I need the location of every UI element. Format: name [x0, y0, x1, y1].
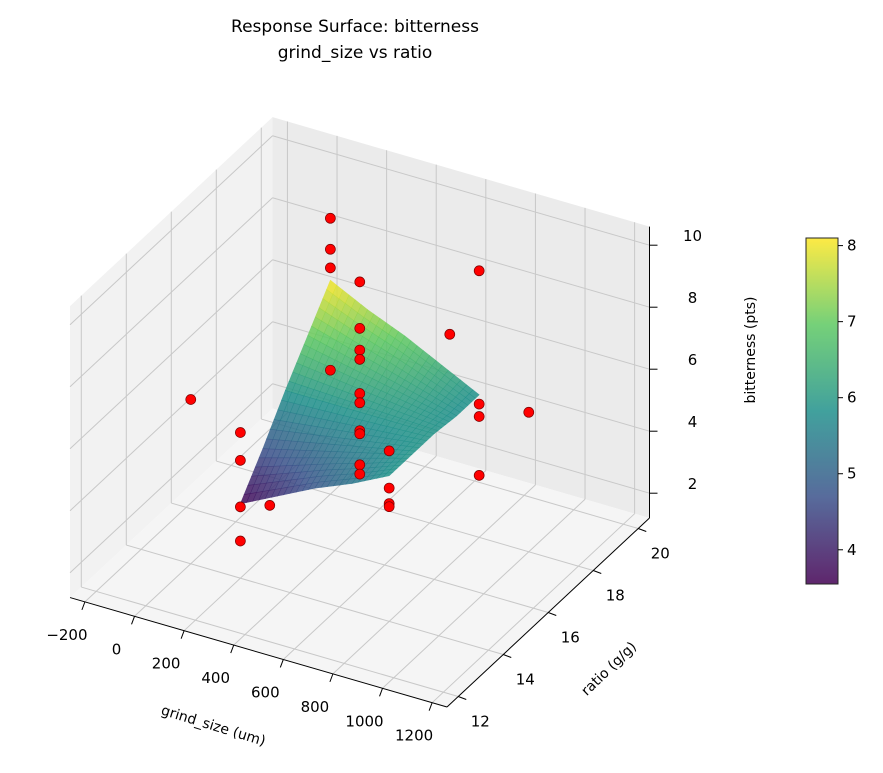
data-point: [383, 501, 395, 513]
x-tick: [180, 630, 185, 639]
z-tick-label: 4: [688, 413, 698, 431]
response-surface: [239, 279, 480, 505]
gridline-z: [69, 383, 273, 574]
x-axis-label: grind_size (um): [159, 703, 267, 750]
y-tick: [548, 612, 557, 616]
colorbar-tick-label: 7: [847, 313, 857, 331]
x-tick: [329, 673, 334, 683]
data-point: [354, 344, 366, 356]
y-tick-label: 20: [651, 545, 670, 563]
gridline-z: [272, 259, 650, 370]
z-tick-label: 2: [688, 475, 698, 493]
z-tick-label: 10: [683, 227, 702, 245]
data-point: [354, 323, 366, 334]
x-tick-label: 0: [112, 640, 122, 658]
data-point: [235, 501, 246, 513]
gridline-z: [69, 259, 273, 450]
data-point: [325, 262, 336, 274]
x-tick-label: 1200: [395, 727, 433, 745]
x-tick-label: 800: [301, 698, 330, 716]
surface-patch: [382, 471, 394, 478]
x-tick: [279, 659, 284, 668]
colorbar-tick-label: 6: [847, 389, 857, 407]
z-axis-label: bitterness (pts): [743, 297, 759, 404]
colorbar: 4 5 6 7 8: [805, 237, 857, 585]
data-point: [264, 500, 276, 511]
colorbar-gradient: [805, 237, 839, 585]
data-point: [325, 364, 336, 376]
gridline-z: [69, 321, 273, 512]
gridline-y: [171, 502, 549, 613]
data-point: [354, 428, 366, 440]
data-point: [383, 482, 395, 494]
x-tick: [379, 688, 383, 697]
y-tick: [503, 654, 512, 658]
data-point: [523, 406, 535, 418]
y-axis-label: ratio (g/g): [578, 639, 640, 699]
chart-subtitle: grind_size vs ratio: [278, 43, 432, 63]
data-point: [354, 468, 366, 480]
x-axis-line: [69, 597, 448, 708]
gridline-y: [81, 586, 459, 697]
gridline-z: [69, 197, 273, 388]
data-point: [473, 411, 485, 422]
z-tick-label: 6: [688, 351, 698, 369]
y-tick: [593, 570, 602, 574]
scatter-points: [185, 212, 535, 547]
y-tick-label: 14: [516, 671, 535, 689]
colorbar-tick-label: 5: [847, 465, 857, 483]
tick-labels: −200 0 200 400 600 800 1000 1200 12 14 16 18 20 2 4 6 8 1…: [46, 227, 702, 744]
x-tick: [131, 616, 135, 625]
x-tick: [428, 702, 433, 711]
data-point: [473, 265, 485, 277]
data-point: [325, 243, 336, 255]
z-tick-label: 8: [688, 289, 698, 307]
data-point: [473, 470, 485, 481]
x-tick: [81, 601, 86, 611]
data-point: [473, 398, 485, 410]
y-tick-label: 16: [561, 629, 580, 647]
data-point: [354, 397, 366, 409]
data-point: [383, 445, 395, 457]
gridline-z: [272, 197, 650, 308]
y-tick-label: 18: [606, 587, 625, 605]
data-point: [235, 427, 246, 438]
data-point: [354, 354, 366, 365]
x-tick-label: −200: [46, 626, 87, 644]
data-point: [444, 328, 456, 340]
y-tick: [638, 528, 647, 532]
gridline-y: [126, 544, 504, 655]
data-point: [325, 212, 336, 224]
x-tick-label: 400: [201, 669, 230, 687]
colorbar-tick-label: 8: [847, 237, 857, 255]
data-point: [354, 276, 366, 288]
data-point: [235, 535, 246, 547]
gridline-z: [272, 135, 650, 246]
y-tick: [458, 696, 467, 700]
data-point: [354, 388, 366, 399]
x-tick-label: 600: [251, 683, 280, 701]
data-point: [185, 394, 197, 405]
colorbar-tick-label: 4: [847, 541, 857, 559]
chart-title: Response Surface: bitterness: [231, 17, 479, 37]
y-tick-label: 12: [471, 713, 490, 731]
x-tick: [230, 644, 235, 654]
gridlines: [69, 121, 650, 708]
data-point: [235, 455, 246, 466]
x-tick-label: 200: [152, 655, 181, 673]
data-point: [354, 459, 366, 471]
x-tick-label: 1000: [345, 712, 383, 730]
gridline-z: [69, 135, 273, 326]
